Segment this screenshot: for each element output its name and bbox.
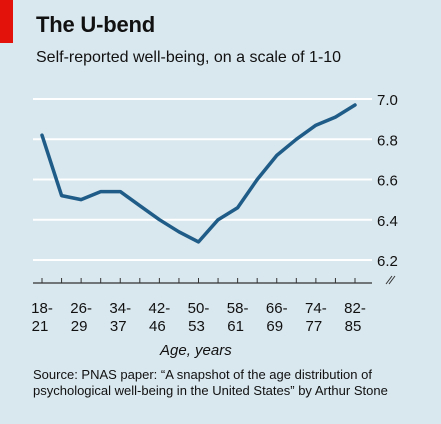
brand-red-bar [0,0,13,43]
series-line [40,103,357,244]
x-tick-label-top: 58- [227,300,249,317]
x-tick-label-bottom: 37 [110,318,127,335]
y-tick-label: 6.6 [377,173,398,190]
x-tick-label-bottom: 46 [149,318,166,335]
y-tick-label: 6.8 [377,132,398,149]
chart-subtitle: Self-reported well-being, on a scale of … [36,49,342,66]
source-note: Source: PNAS paper: “A snapshot of the a… [33,367,388,398]
x-tick-label-top: 82- [344,300,366,317]
x-tick-label-top: 50- [188,300,210,317]
x-tick-label-bottom: 69 [266,318,283,335]
x-tick-label-top: 26- [70,300,92,317]
x-tick-label-top: 34- [109,300,131,317]
x-tick-label-bottom: 21 [32,318,49,335]
x-tick-label-bottom: 85 [345,318,362,335]
chart-title: The U-bend [36,12,155,37]
x-tick-label-bottom: 61 [227,318,244,335]
x-tick-label-top: 74- [305,300,327,317]
x-tick-label-top: 66- [266,300,288,317]
axis-break-icon [385,275,396,285]
y-tick-label: 6.4 [377,213,398,230]
x-axis-label: Age, years [160,342,232,359]
y-tick-label: 6.2 [377,253,398,270]
x-tick-label-bottom: 29 [71,318,88,335]
y-tick-label: 7.0 [377,92,398,109]
x-tick-label-top: 18- [31,300,53,317]
x-tick-label-bottom: 53 [188,318,205,335]
x-tick-label-top: 42- [149,300,171,317]
x-tick-label-bottom: 77 [306,318,323,335]
